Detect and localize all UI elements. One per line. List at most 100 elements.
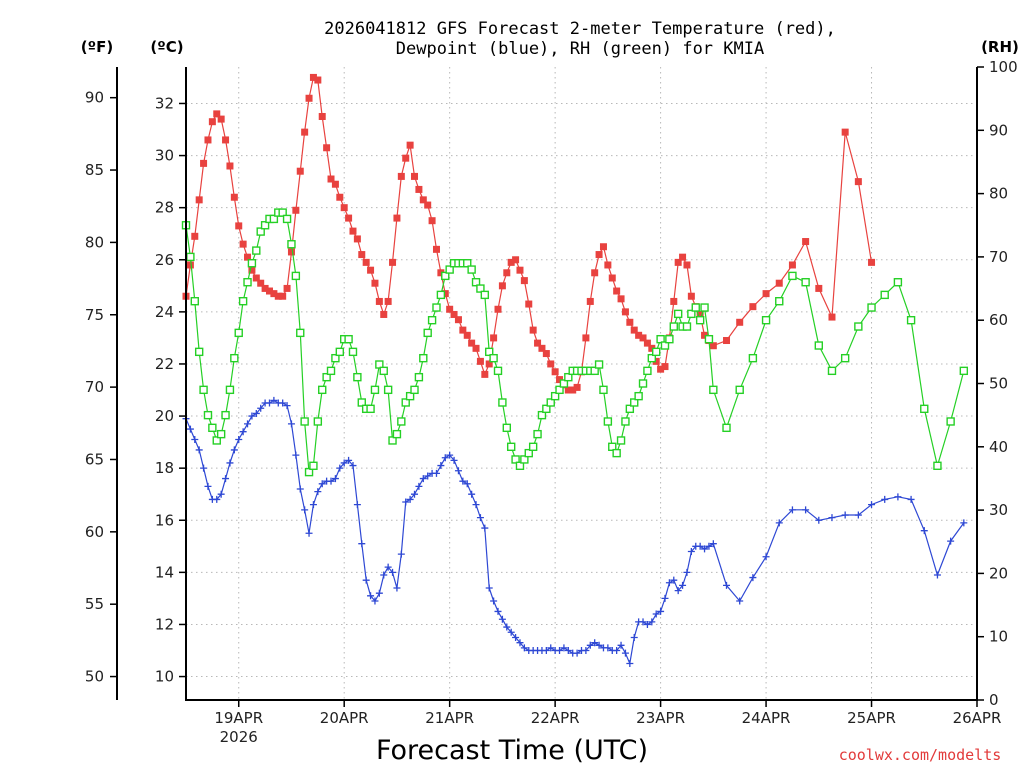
temperature-point: [586, 297, 594, 305]
temperature-point: [494, 305, 502, 313]
dewpoint-point: [485, 584, 493, 592]
temperature-point: [595, 251, 603, 259]
temperature-point: [371, 279, 379, 287]
title-line-1: 2026041812 GFS Forecast 2-meter Temperat…: [324, 19, 836, 39]
temperature-point: [868, 258, 876, 266]
dewpoint-point: [432, 469, 440, 477]
x-tick-label: 24APR: [742, 709, 791, 727]
celsius-tick-label: 16: [155, 511, 174, 529]
humidity-point: [388, 436, 397, 445]
dewpoint-point: [446, 451, 454, 459]
temperature-point: [775, 279, 783, 287]
temperature-point: [542, 350, 550, 358]
humidity-point: [216, 429, 226, 439]
humidity-point: [313, 417, 323, 426]
humidity-point: [920, 404, 929, 414]
dewpoint-point: [244, 420, 252, 428]
temperature-point: [252, 274, 260, 282]
fahrenheit-unit-label: (ºF): [81, 38, 113, 56]
dewpoint-point: [933, 571, 941, 579]
celsius-tick-label: 32: [155, 94, 174, 112]
dewpoint-point: [960, 519, 968, 527]
x-tick-label: 25APR: [847, 709, 896, 727]
humidity-point: [511, 455, 520, 464]
temperature-point: [261, 284, 269, 292]
dewpoint-point: [762, 553, 770, 561]
dewpoint-point: [670, 576, 678, 584]
dewpoint-point: [490, 597, 498, 605]
humidity-point: [375, 360, 384, 369]
temperature-point: [389, 258, 397, 266]
celsius-tick-label: 28: [155, 199, 174, 217]
humidity-point: [427, 316, 437, 325]
humidity-point: [520, 455, 529, 464]
dewpoint-point: [613, 647, 621, 655]
temperature-point: [362, 258, 370, 266]
temperature-point: [828, 313, 836, 321]
temperature-point: [534, 339, 542, 347]
humidity-point: [524, 448, 533, 458]
celsius-tick-label: 12: [155, 615, 174, 633]
humidity-point: [599, 385, 608, 395]
dewpoint-point: [353, 501, 361, 509]
x-tick-label: 20APR: [320, 709, 369, 727]
humidity-point: [432, 303, 441, 312]
temperature-point: [327, 175, 335, 183]
humidity-point: [353, 372, 362, 382]
dewpoint-point: [331, 475, 339, 483]
dewpoint-point: [213, 495, 221, 503]
temperature-point: [287, 248, 295, 256]
humidity-point: [537, 410, 547, 420]
dewpoint-point: [204, 482, 212, 490]
dewpoint-point: [652, 610, 660, 618]
dewpoint-point: [564, 647, 572, 655]
fahrenheit-tick-label: 85: [85, 161, 104, 179]
series-humidity: [181, 208, 969, 477]
humidity-point: [379, 366, 388, 376]
temperature-point: [191, 232, 199, 240]
humidity-point: [414, 372, 424, 382]
dewpoint-point: [384, 563, 392, 571]
series-temperature: [182, 73, 876, 394]
temperature-point: [556, 376, 564, 384]
dewpoint-point: [683, 568, 691, 576]
humidity-point: [709, 385, 718, 395]
humidity-point: [673, 309, 683, 319]
humidity-point: [423, 328, 432, 338]
temperature-point: [736, 318, 744, 326]
humidity-point: [485, 347, 494, 357]
temperature-point: [279, 292, 287, 300]
temperature-point: [516, 266, 524, 274]
temperature-point: [841, 128, 849, 136]
temperature-point: [503, 269, 511, 277]
humidity-point: [467, 265, 476, 274]
humidity-point: [682, 322, 692, 331]
dewpoint-point: [507, 628, 515, 636]
humidity-point: [564, 372, 573, 382]
humidity-point: [366, 404, 375, 414]
dewpoint-point: [191, 436, 199, 444]
temperature-point: [472, 344, 480, 352]
humidity-point: [476, 284, 485, 293]
dewpoint-point: [252, 409, 260, 417]
dewpoint-point: [595, 641, 603, 649]
rh-axis: 0 10 20 30 40 50 60 70 80 90 100: [977, 58, 1018, 709]
dewpoint-point: [397, 550, 405, 558]
dewpoint-point: [257, 404, 265, 412]
temperature-point: [569, 386, 577, 394]
dewpoint-point: [287, 420, 295, 428]
temperature-point: [788, 261, 796, 269]
temperature-point: [384, 297, 392, 305]
dewpoint-point: [195, 446, 203, 454]
x-axis-label: Forecast Time (UTC): [376, 735, 648, 766]
humidity-point: [300, 417, 309, 426]
humidity-point: [550, 391, 560, 401]
humidity-point: [880, 290, 889, 300]
temperature-point: [331, 180, 339, 188]
dewpoint-point: [815, 516, 823, 524]
temperature-point: [226, 162, 234, 170]
rh-tick-label: 10: [989, 628, 1008, 646]
humidity-point: [199, 385, 208, 395]
dewpoint-point: [248, 412, 256, 420]
